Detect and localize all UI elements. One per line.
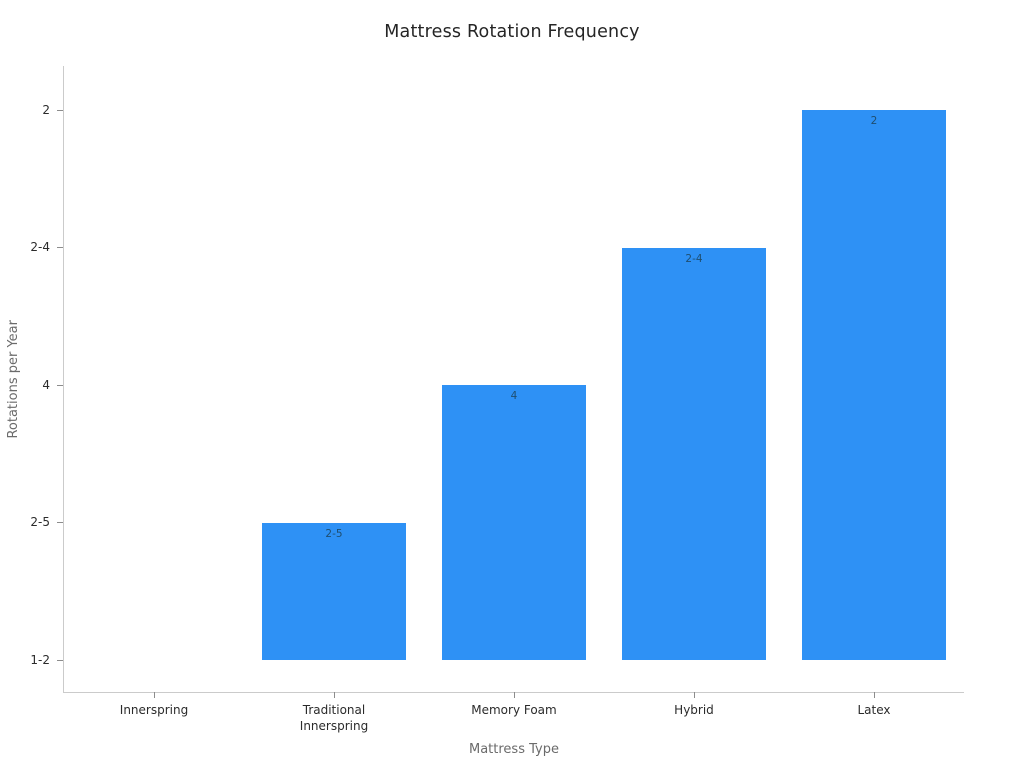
bar (802, 110, 946, 660)
y-tick-label: 2-5 (30, 515, 50, 529)
y-tick-mark (57, 247, 63, 248)
bar-value-label: 4 (510, 390, 518, 402)
bar-value-label: 2-5 (325, 527, 343, 540)
x-tick-mark (693, 692, 695, 698)
x-tick-label: Latex (857, 703, 891, 717)
bar (442, 385, 586, 660)
bar-value-label: 2 (870, 115, 878, 127)
x-tick-label: Traditional Innerspring (299, 703, 369, 733)
chart-title: Mattress Rotation Frequency (384, 22, 640, 42)
bar-value-label: 2-4 (685, 252, 703, 265)
y-tick-mark (57, 384, 63, 386)
y-tick-mark (57, 522, 63, 523)
bar (622, 247, 766, 660)
x-tick-mark (153, 692, 155, 698)
y-tick-label: 2 (42, 102, 50, 117)
x-tick-label: Innerspring (119, 703, 189, 717)
x-tick-label: Hybrid (674, 703, 714, 717)
y-tick-label: 4 (42, 377, 50, 392)
x-axis-label: Mattress Type (469, 742, 559, 757)
y-tick-label: 1-2 (30, 652, 50, 667)
y-axis-spine (63, 66, 64, 693)
x-tick-label: Memory Foam (471, 703, 557, 717)
plot-area: 1-2 2-5 4 2-4 2 Innerspring Traditional Inners… (30, 66, 964, 733)
x-tick-mark (333, 692, 335, 698)
y-tick-label: 2-4 (30, 240, 50, 254)
y-tick-mark (57, 109, 63, 111)
bar (262, 522, 406, 660)
y-tick-mark (57, 659, 63, 661)
x-tick-mark (873, 692, 875, 698)
x-tick-mark (513, 692, 515, 698)
